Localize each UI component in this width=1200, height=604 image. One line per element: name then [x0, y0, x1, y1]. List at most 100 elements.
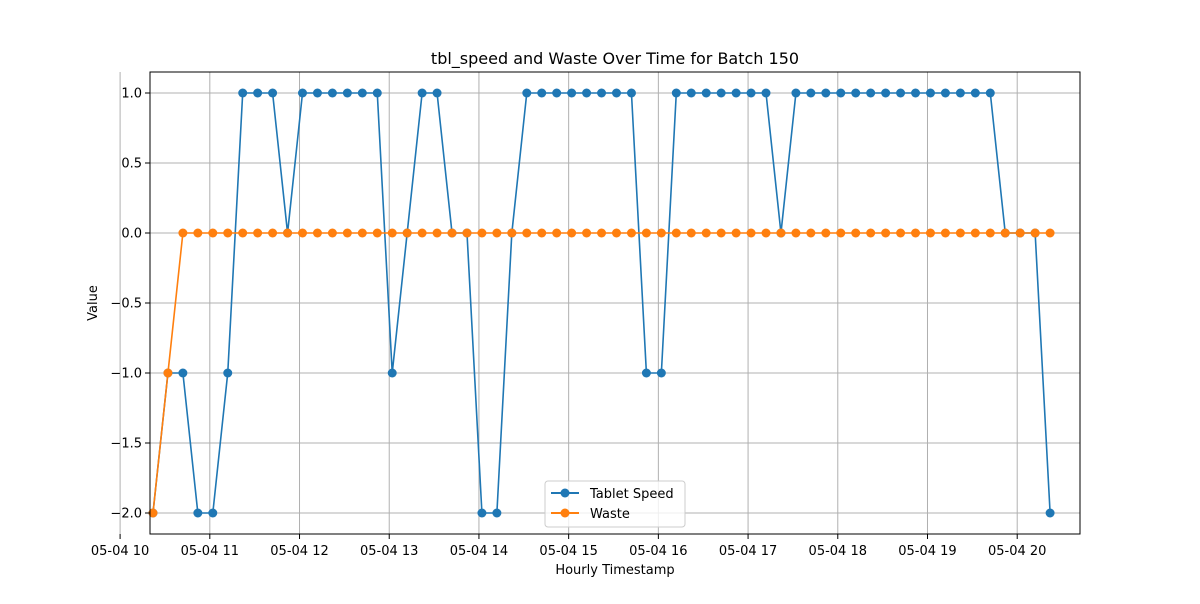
data-point-tablet-speed: [492, 508, 502, 518]
data-point-waste: [671, 228, 681, 238]
data-point-tablet-speed: [432, 88, 442, 98]
y-axis-label: Value: [86, 285, 101, 321]
x-tick-label: 05-04 14: [450, 544, 508, 559]
data-point-tablet-speed: [567, 88, 577, 98]
data-point-tablet-speed: [342, 88, 352, 98]
x-tick-label: 05-04 15: [539, 544, 597, 559]
data-point-waste: [148, 508, 158, 518]
data-point-waste: [1000, 228, 1010, 238]
x-tick-label: 05-04 20: [988, 544, 1046, 559]
legend-label-tablet-speed: Tablet Speed: [589, 487, 674, 502]
data-point-tablet-speed: [806, 88, 816, 98]
data-point-tablet-speed: [238, 88, 248, 98]
data-point-tablet-speed: [985, 88, 995, 98]
data-point-waste: [911, 228, 921, 238]
data-point-waste: [1015, 228, 1025, 238]
y-tick-label: −2.0: [110, 507, 142, 522]
series-waste: [148, 228, 1055, 518]
data-point-tablet-speed: [881, 88, 891, 98]
data-point-tablet-speed: [597, 88, 607, 98]
data-point-tablet-speed: [477, 508, 487, 518]
data-point-waste: [208, 228, 218, 238]
data-point-waste: [597, 228, 607, 238]
data-point-tablet-speed: [327, 88, 337, 98]
data-point-waste: [746, 228, 756, 238]
data-point-tablet-speed: [417, 88, 427, 98]
data-point-tablet-speed: [896, 88, 906, 98]
data-point-tablet-speed: [372, 88, 382, 98]
data-point-tablet-speed: [223, 368, 233, 378]
data-point-waste: [970, 228, 980, 238]
data-point-tablet-speed: [821, 88, 831, 98]
data-point-waste: [193, 228, 203, 238]
data-point-waste: [238, 228, 248, 238]
data-point-tablet-speed: [612, 88, 621, 98]
data-point-waste: [283, 228, 293, 238]
data-point-waste: [940, 228, 950, 238]
data-point-tablet-speed: [940, 88, 950, 98]
data-point-waste: [821, 228, 831, 238]
data-point-waste: [716, 228, 726, 238]
data-point-waste: [806, 228, 816, 238]
chart-title: tbl_speed and Waste Over Time for Batch …: [431, 49, 799, 69]
data-point-tablet-speed: [911, 88, 921, 98]
data-point-waste: [641, 228, 651, 238]
x-tick-label: 05-04 12: [270, 544, 328, 559]
data-point-waste: [402, 228, 412, 238]
x-tick-label: 05-04 16: [629, 544, 687, 559]
y-tick-label: −1.0: [110, 367, 142, 382]
data-point-tablet-speed: [253, 88, 263, 98]
axes: 05-04 10 05-04 11 05-04 12 05-04 13 05-04 14…: [91, 87, 1047, 560]
series-layer: [148, 88, 1055, 518]
x-tick-label: 05-04 10: [91, 544, 149, 559]
data-point-waste: [656, 228, 666, 238]
data-point-waste: [253, 228, 263, 238]
data-point-tablet-speed: [298, 88, 308, 98]
y-tick-label: −1.5: [110, 437, 142, 452]
data-point-waste: [761, 228, 771, 238]
y-tick-label: 0.0: [121, 227, 142, 242]
data-point-waste: [522, 228, 532, 238]
data-point-waste: [552, 228, 562, 238]
data-point-tablet-speed: [955, 88, 965, 98]
data-point-tablet-speed: [656, 368, 666, 378]
data-point-waste: [686, 228, 696, 238]
data-point-tablet-speed: [761, 88, 771, 98]
data-point-tablet-speed: [925, 88, 935, 98]
data-point-waste: [1030, 228, 1040, 238]
data-point-waste: [417, 228, 427, 238]
data-point-tablet-speed: [671, 88, 681, 98]
data-point-waste: [612, 228, 621, 238]
legend-marker-waste: [560, 508, 570, 518]
data-point-waste: [312, 228, 322, 238]
data-point-tablet-speed: [268, 88, 278, 98]
data-point-waste: [836, 228, 846, 238]
data-point-waste: [163, 368, 173, 378]
data-point-tablet-speed: [582, 88, 592, 98]
data-point-waste: [492, 228, 502, 238]
data-point-tablet-speed: [970, 88, 980, 98]
data-point-waste: [507, 228, 517, 238]
x-tick-label: 05-04 11: [181, 544, 239, 559]
data-point-waste: [268, 228, 278, 238]
legend-box: [544, 480, 686, 528]
legend: Tablet Speed Waste: [544, 480, 686, 528]
data-point-waste: [462, 228, 472, 238]
data-point-waste: [1045, 228, 1055, 238]
data-point-tablet-speed: [537, 88, 547, 98]
data-point-waste: [701, 228, 711, 238]
data-point-tablet-speed: [1045, 508, 1055, 518]
data-point-waste: [223, 228, 233, 238]
data-point-waste: [776, 228, 786, 238]
x-tick-label: 05-04 18: [809, 544, 867, 559]
data-point-waste: [357, 228, 367, 238]
data-point-waste: [731, 228, 741, 238]
data-point-tablet-speed: [701, 88, 711, 98]
data-point-waste: [955, 228, 965, 238]
data-point-tablet-speed: [716, 88, 726, 98]
data-point-waste: [372, 228, 382, 238]
data-point-waste: [477, 228, 487, 238]
data-point-tablet-speed: [193, 508, 203, 518]
data-point-waste: [447, 228, 457, 238]
